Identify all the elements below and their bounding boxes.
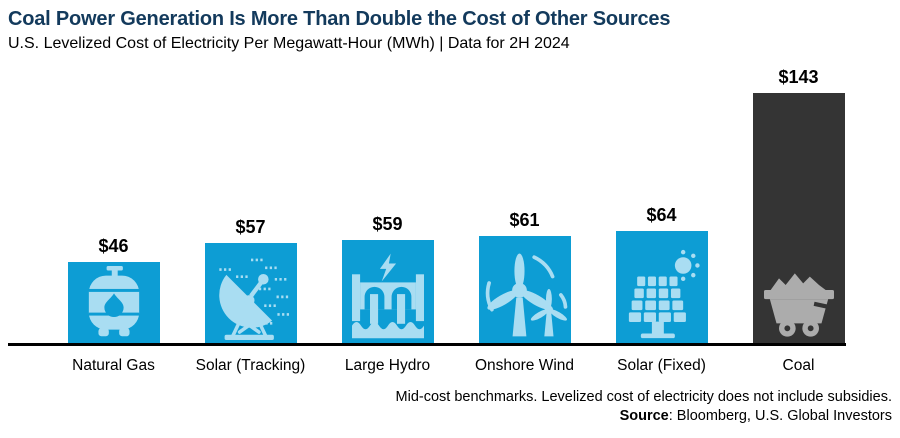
page-title: Coal Power Generation Is More Than Doubl… <box>8 8 671 30</box>
footnote: Mid-cost benchmarks. Levelized cost of e… <box>395 389 892 406</box>
value-label: $46 <box>98 236 129 257</box>
value-label: $143 <box>778 67 819 88</box>
bar-coal <box>752 93 845 344</box>
hydro-dam-icon <box>351 253 424 339</box>
chart-footer: Mid-cost benchmarks. Levelized cost of e… <box>0 388 900 426</box>
x-axis-baseline <box>8 343 846 347</box>
category-label-onshore-wind: Onshore Wind <box>474 357 575 375</box>
source-label: Source <box>619 408 669 425</box>
bar-chart: $46 $57 <box>0 53 900 344</box>
category-label-large-hydro: Large Hydro <box>344 357 431 375</box>
bar-solar-fixed <box>615 231 708 344</box>
bar-column-solar-tracking: $57 <box>182 66 319 344</box>
bar-large-hydro <box>341 240 434 344</box>
solar-panel-icon <box>628 250 700 339</box>
bar-column-coal: $143 <box>730 66 867 344</box>
value-label: $61 <box>509 210 540 231</box>
bar-onshore-wind <box>478 236 571 344</box>
bar-column-onshore-wind: $61 <box>456 66 593 344</box>
page-subtitle: U.S. Levelized Cost of Electricity Per M… <box>8 35 570 52</box>
chart-header: Coal Power Generation Is More Than Doubl… <box>0 0 900 53</box>
bar-natural-gas <box>67 262 160 344</box>
bar-column-large-hydro: $59 <box>319 66 456 344</box>
bar-solar-tracking <box>204 243 297 344</box>
category-label-coal: Coal <box>782 357 815 375</box>
coal-cart-icon <box>763 273 834 337</box>
solar-tracking-dish-icon <box>218 258 290 341</box>
wind-turbine-icon <box>485 253 567 337</box>
category-label-solar-fixed: Solar (Fixed) <box>617 357 706 375</box>
value-label: $57 <box>235 217 266 238</box>
bars-row: $46 $57 <box>45 66 867 344</box>
value-label: $59 <box>372 214 403 235</box>
propane-tank-icon <box>88 266 139 337</box>
bar-column-natural-gas: $46 <box>45 66 182 344</box>
category-label-natural-gas: Natural Gas <box>72 357 155 375</box>
value-label: $64 <box>646 205 677 226</box>
source-text: : Bloomberg, U.S. Global Investors <box>668 408 892 425</box>
category-labels-row: Natural Gas Solar (Tracking) Large Hydro… <box>45 346 900 375</box>
category-label-solar-tracking: Solar (Tracking) <box>195 357 306 375</box>
source-line: Source: Bloomberg, U.S. Global Investors <box>0 407 892 426</box>
bar-column-solar-fixed: $64 <box>593 66 730 344</box>
